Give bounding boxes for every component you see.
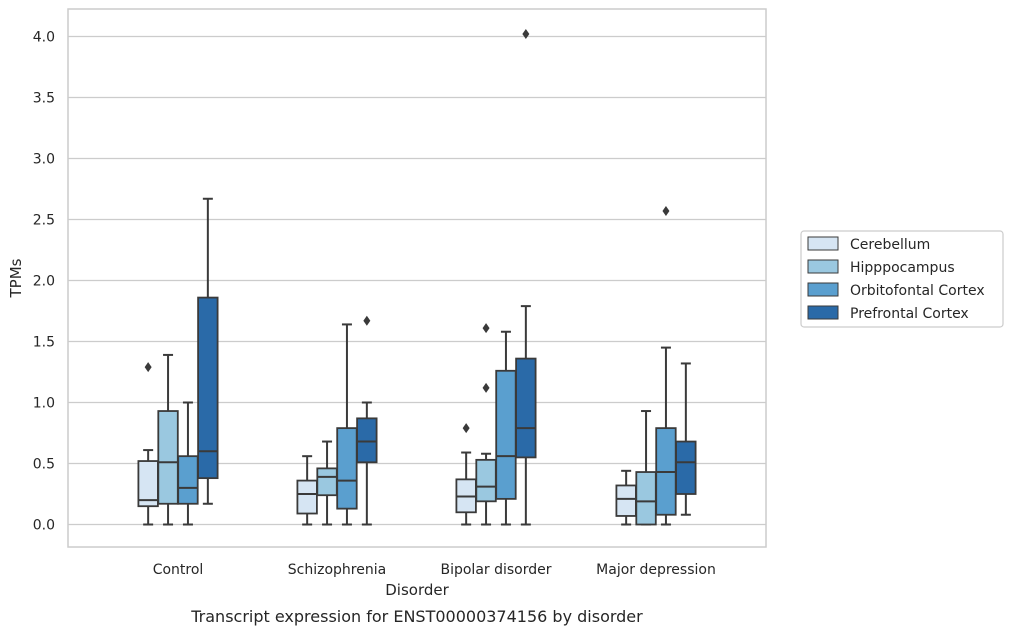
x-axis-title: Disorder: [385, 581, 449, 599]
box-orbitofontal-cortex: [495, 330, 517, 526]
box-iqr: [157, 410, 179, 505]
y-tick-label: 3.5: [33, 91, 55, 107]
legend-label: Prefrontal Cortex: [850, 306, 969, 322]
box-prefrontal-cortex: [515, 29, 537, 526]
box-iqr: [177, 455, 199, 505]
y-tick-label: 3.0: [33, 152, 55, 168]
box-iqr: [336, 427, 358, 510]
box-prefrontal-cortex: [197, 197, 219, 505]
outlier-point: [662, 205, 670, 216]
plot-frame: [67, 8, 767, 548]
legend-label: Hipppocampus: [850, 260, 955, 276]
box-prefrontal-cortex: [675, 362, 697, 516]
box-iqr: [675, 440, 697, 495]
box-iqr: [495, 369, 517, 500]
y-tick-label: 4.0: [33, 30, 55, 46]
box-iqr: [475, 458, 497, 503]
y-tick-label: 2.0: [33, 274, 55, 290]
box-iqr: [356, 417, 378, 464]
legend-label: Cerebellum: [850, 237, 930, 253]
box-iqr: [515, 357, 537, 459]
outlier-point: [144, 362, 152, 373]
x-tick-label: Major depression: [596, 562, 716, 578]
legend-swatch: [807, 259, 839, 274]
legend-label: Orbitofontal Cortex: [850, 283, 985, 299]
x-tick-label: Control: [153, 562, 204, 578]
box-iqr: [197, 296, 219, 480]
y-tick-label: 0.5: [33, 457, 55, 473]
box-orbitofontal-cortex: [336, 323, 358, 526]
box-hipppocampus: [475, 323, 497, 526]
box-cerebellum: [455, 423, 477, 526]
legend-swatch: [807, 236, 839, 251]
box-iqr: [296, 479, 318, 515]
box-cerebellum: [296, 455, 318, 526]
y-tick-label: 1.5: [33, 335, 55, 351]
outlier-point: [482, 382, 490, 393]
y-tick-label: 0.0: [33, 518, 55, 534]
x-tick-label: Schizophrenia: [288, 562, 386, 578]
box-orbitofontal-cortex: [177, 401, 199, 526]
box-prefrontal-cortex: [356, 315, 378, 526]
box-iqr: [615, 484, 637, 517]
box-hipppocampus: [635, 410, 657, 526]
y-axis-title: TPMs: [7, 258, 25, 298]
y-tick-label: 2.5: [33, 213, 55, 229]
figure-caption: Transcript expression for ENST0000037415…: [190, 607, 643, 626]
legend: Cerebellum Hipppocampus Orbitofontal Corte…: [800, 230, 1004, 328]
box-iqr: [316, 467, 338, 497]
outlier-point: [482, 323, 490, 334]
outlier-point: [363, 315, 371, 326]
box-iqr: [635, 471, 657, 526]
outlier-point: [522, 29, 530, 40]
y-tick-labels: 0.0 0.5 1.0 1.5 2.0 2.5 3.0 3.5 4.0: [33, 30, 55, 534]
boxes: [137, 29, 697, 526]
legend-swatch: [807, 282, 839, 297]
legend-frame: [800, 230, 1004, 328]
outlier-point: [462, 423, 470, 434]
y-tick-label: 1.0: [33, 396, 55, 412]
legend-swatch: [807, 305, 839, 320]
x-tick-labels: Control Schizophrenia Bipolar disorder Majo…: [153, 562, 716, 578]
x-tick-label: Bipolar disorder: [440, 562, 551, 578]
